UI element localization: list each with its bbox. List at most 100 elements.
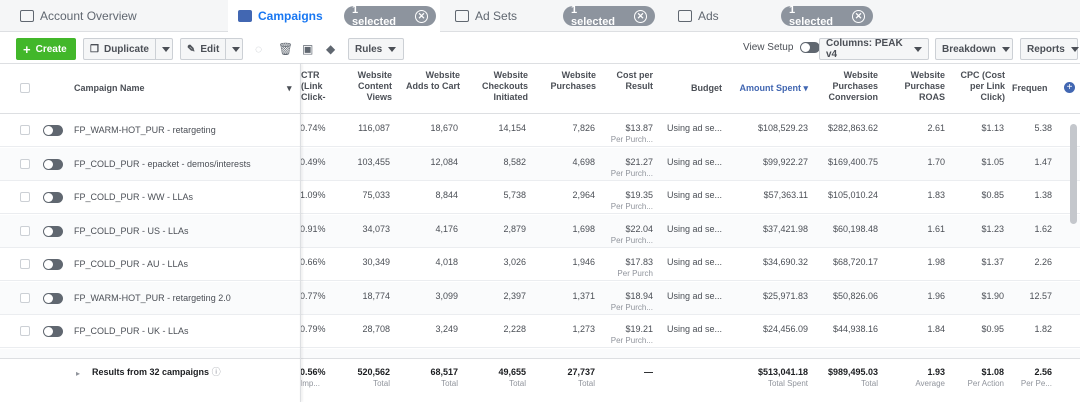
- campaign-status-toggle[interactable]: [43, 326, 63, 337]
- campaign-status-toggle[interactable]: [43, 158, 63, 170]
- cell-content-views-value: 103,455: [357, 156, 390, 167]
- col-adds-to-cart[interactable]: Website Adds to Cart: [406, 70, 460, 91]
- edit-button[interactable]: ✎ Edit: [180, 38, 243, 60]
- tag-icon[interactable]: ◆: [326, 42, 336, 56]
- cell-budget-value: Using ad se...: [667, 156, 723, 167]
- tab-ads[interactable]: Ads: [668, 0, 878, 32]
- col-roas[interactable]: Website Purchase ROAS: [904, 70, 945, 102]
- tab-account-overview[interactable]: Account Overview: [0, 0, 228, 32]
- row-checkbox[interactable]: [20, 326, 30, 336]
- row-checkbox[interactable]: [20, 225, 30, 236]
- tab-ad-sets[interactable]: Ad Sets: [447, 0, 657, 32]
- row-checkbox[interactable]: [20, 158, 30, 169]
- cell-adds-to-cart-value: 4,018: [435, 257, 458, 267]
- col-frequency[interactable]: Frequen: [1012, 83, 1048, 93]
- campaign-name-link[interactable]: FP_COLD_PUR - WW - LLAs: [74, 192, 194, 202]
- col-conversion-value[interactable]: Website Purchases Conversion: [828, 70, 878, 102]
- col-purchases[interactable]: Website Purchases: [550, 70, 596, 91]
- cell-checkouts: 8,582: [470, 148, 526, 181]
- campaign-name-link[interactable]: FP_COLD_PUR - AU - LLAs: [74, 259, 189, 269]
- cell-frequency-value: 1.82: [1034, 324, 1052, 334]
- cell-cpc: $1.90: [955, 282, 1004, 315]
- reports-dropdown[interactable]: Reports: [1020, 38, 1079, 60]
- campaign-name-link[interactable]: FP_COLD_PUR - UK - LLAs: [74, 326, 189, 336]
- ab-test-icon[interactable]: ◌: [255, 42, 263, 56]
- cell-amount-spent-value: $25,971.83: [762, 290, 808, 301]
- table-row[interactable]: FP_COLD_PUR - UK - LLAs 0.79% 28,708 3,249 2…: [0, 315, 1080, 348]
- campaigns-selected-pill[interactable]: 1 selected ✕: [344, 4, 436, 28]
- view-setup-control[interactable]: View Setup: [743, 42, 821, 53]
- adsets-selected-pill[interactable]: 1 selected ✕: [563, 4, 655, 28]
- cell-budget-value: Using ad se...: [667, 190, 723, 200]
- columns-dropdown[interactable]: Columns: PEAK v4: [819, 38, 929, 60]
- clear-selection-icon[interactable]: ✕: [415, 9, 428, 23]
- row-checkbox[interactable]: [20, 125, 30, 135]
- campaign-status-toggle[interactable]: [43, 225, 63, 237]
- chevron-down-icon[interactable]: [232, 46, 241, 52]
- preview-icon[interactable]: ▣: [302, 42, 314, 56]
- col-cpc[interactable]: CPC (Cost per Link Click): [960, 70, 1006, 102]
- campaign-name-link[interactable]: FP_WARM-HOT_PUR - retargeting 2.0: [74, 292, 231, 303]
- campaign-name-link[interactable]: FP_COLD_PUR - epacket - demos/interests: [74, 158, 251, 169]
- cell-amount-spent-value: $57,363.11: [763, 190, 808, 200]
- ad-sets-grid-icon: [455, 10, 469, 22]
- col-checkouts[interactable]: Website Checkouts Initiated: [481, 70, 528, 102]
- cell-purchases-value: 1,698: [572, 223, 595, 234]
- campaign-name-link[interactable]: FP_WARM-HOT_PUR - retargeting: [74, 125, 216, 135]
- campaign-status-toggle[interactable]: [43, 259, 63, 270]
- cell-adds-to-cart: 3,249: [405, 315, 458, 348]
- cell-conversion-value: $50,826.06: [820, 282, 878, 315]
- row-checkbox[interactable]: [20, 292, 30, 303]
- cell-budget: Using ad se...: [667, 114, 729, 147]
- cell-cpc-value: $1.05: [981, 156, 1004, 167]
- cell-budget: Using ad se...: [667, 248, 729, 281]
- col-campaign-name[interactable]: Campaign Name: [74, 83, 145, 93]
- cell-amount-spent-value: $99,922.27: [762, 156, 808, 167]
- trash-icon[interactable]: 🗑: [278, 42, 294, 56]
- ads-selected-pill[interactable]: 1 selected ✕: [781, 4, 873, 28]
- col-amount-spent[interactable]: Amount Spent ▾: [734, 83, 808, 94]
- expand-icon[interactable]: ▸: [76, 369, 81, 378]
- campaign-status-toggle[interactable]: [43, 192, 63, 203]
- table-header: Campaign Name ▾ CTR (Link Click- Website…: [0, 64, 1080, 114]
- select-all-checkbox[interactable]: [20, 83, 30, 93]
- add-column-icon[interactable]: +: [1064, 82, 1075, 93]
- cell-amount-spent: $108,529.23: [734, 114, 808, 147]
- col-budget[interactable]: Budget: [691, 83, 722, 93]
- cell-cpc: $0.85: [955, 181, 1004, 214]
- clear-selection-icon[interactable]: ✕: [852, 9, 865, 23]
- create-button[interactable]: + Create: [16, 38, 76, 60]
- cell-content-views-value: 28,708: [362, 324, 390, 334]
- col-cost-per-result[interactable]: Cost per Result: [616, 70, 653, 91]
- table-row[interactable]: FP_COLD_PUR - US - LLAs (5.0)0.61%14,664…: [0, 348, 1080, 359]
- cell-cpc: $1.37: [955, 248, 1004, 281]
- table-row[interactable]: FP_COLD_PUR - epacket - demos/interests 0…: [0, 147, 1080, 181]
- sort-icon[interactable]: ▾: [287, 83, 292, 93]
- chevron-down-icon: [1070, 46, 1079, 52]
- col-ctr[interactable]: CTR (Link Click-: [301, 70, 326, 102]
- table-row[interactable]: FP_WARM-HOT_PUR - retargeting 2.0 0.77% 18…: [0, 281, 1080, 315]
- breakdown-dropdown[interactable]: Breakdown: [935, 38, 1013, 60]
- row-checkbox[interactable]: [20, 192, 30, 202]
- col-content-views[interactable]: Website Content Views: [357, 70, 392, 102]
- chevron-down-icon[interactable]: [161, 46, 170, 52]
- cell-ctr: 1.09%: [300, 181, 326, 214]
- duplicate-button[interactable]: ❐ Duplicate: [83, 38, 173, 60]
- table-row[interactable]: FP_COLD_PUR - AU - LLAs 0.66% 30,349 4,018 3…: [0, 248, 1080, 281]
- clear-selection-icon[interactable]: ✕: [634, 9, 647, 23]
- table-row[interactable]: FP_COLD_PUR - WW - LLAs 1.09% 75,033 8,844 5…: [0, 181, 1080, 214]
- campaign-status-toggle[interactable]: [43, 125, 63, 136]
- cell-cpc-value: $0.85: [981, 190, 1004, 200]
- campaign-name-link[interactable]: FP_COLD_PUR - US - LLAs: [74, 225, 189, 236]
- campaign-status-toggle[interactable]: [43, 292, 63, 304]
- table-row[interactable]: FP_COLD_PUR - US - LLAs 0.91% 34,073 4,176 2…: [0, 214, 1080, 248]
- cell-conversion-value: $33,836.02: [820, 349, 878, 359]
- table-row[interactable]: FP_WARM-HOT_PUR - retargeting 0.74% 116,08…: [0, 114, 1080, 147]
- vertical-scrollbar[interactable]: [1070, 124, 1077, 224]
- info-icon[interactable]: ⓘ: [211, 367, 221, 377]
- rules-button[interactable]: Rules: [348, 38, 404, 60]
- row-checkbox[interactable]: [20, 259, 30, 269]
- rules-label: Rules: [355, 43, 383, 55]
- view-setup-toggle[interactable]: [800, 42, 821, 53]
- cell-amount-spent-value: $21,800.18: [763, 358, 808, 359]
